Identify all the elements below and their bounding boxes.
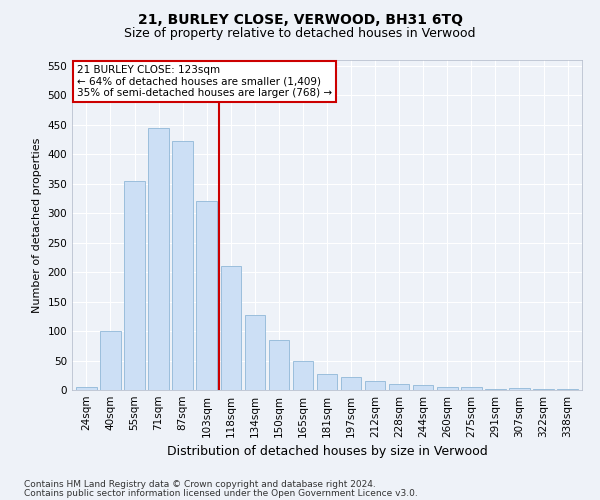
Bar [341, 377, 361, 390]
Bar [317, 374, 337, 390]
Bar [196, 202, 217, 390]
Bar [533, 389, 554, 390]
Bar [389, 384, 409, 390]
Text: Contains HM Land Registry data © Crown copyright and database right 2024.: Contains HM Land Registry data © Crown c… [24, 480, 376, 489]
X-axis label: Distribution of detached houses by size in Verwood: Distribution of detached houses by size … [167, 446, 487, 458]
Bar [245, 314, 265, 390]
Bar [221, 266, 241, 390]
Y-axis label: Number of detached properties: Number of detached properties [32, 138, 42, 312]
Bar [76, 387, 97, 390]
Bar [509, 388, 530, 390]
Text: 21, BURLEY CLOSE, VERWOOD, BH31 6TQ: 21, BURLEY CLOSE, VERWOOD, BH31 6TQ [137, 12, 463, 26]
Bar [485, 389, 506, 390]
Bar [557, 389, 578, 390]
Bar [365, 381, 385, 390]
Bar [124, 181, 145, 390]
Bar [293, 360, 313, 390]
Bar [461, 387, 482, 390]
Bar [172, 142, 193, 390]
Bar [148, 128, 169, 390]
Bar [269, 340, 289, 390]
Bar [100, 331, 121, 390]
Bar [437, 387, 458, 390]
Text: Size of property relative to detached houses in Verwood: Size of property relative to detached ho… [124, 28, 476, 40]
Bar [413, 386, 433, 390]
Text: Contains public sector information licensed under the Open Government Licence v3: Contains public sector information licen… [24, 488, 418, 498]
Text: 21 BURLEY CLOSE: 123sqm
← 64% of detached houses are smaller (1,409)
35% of semi: 21 BURLEY CLOSE: 123sqm ← 64% of detache… [77, 65, 332, 98]
